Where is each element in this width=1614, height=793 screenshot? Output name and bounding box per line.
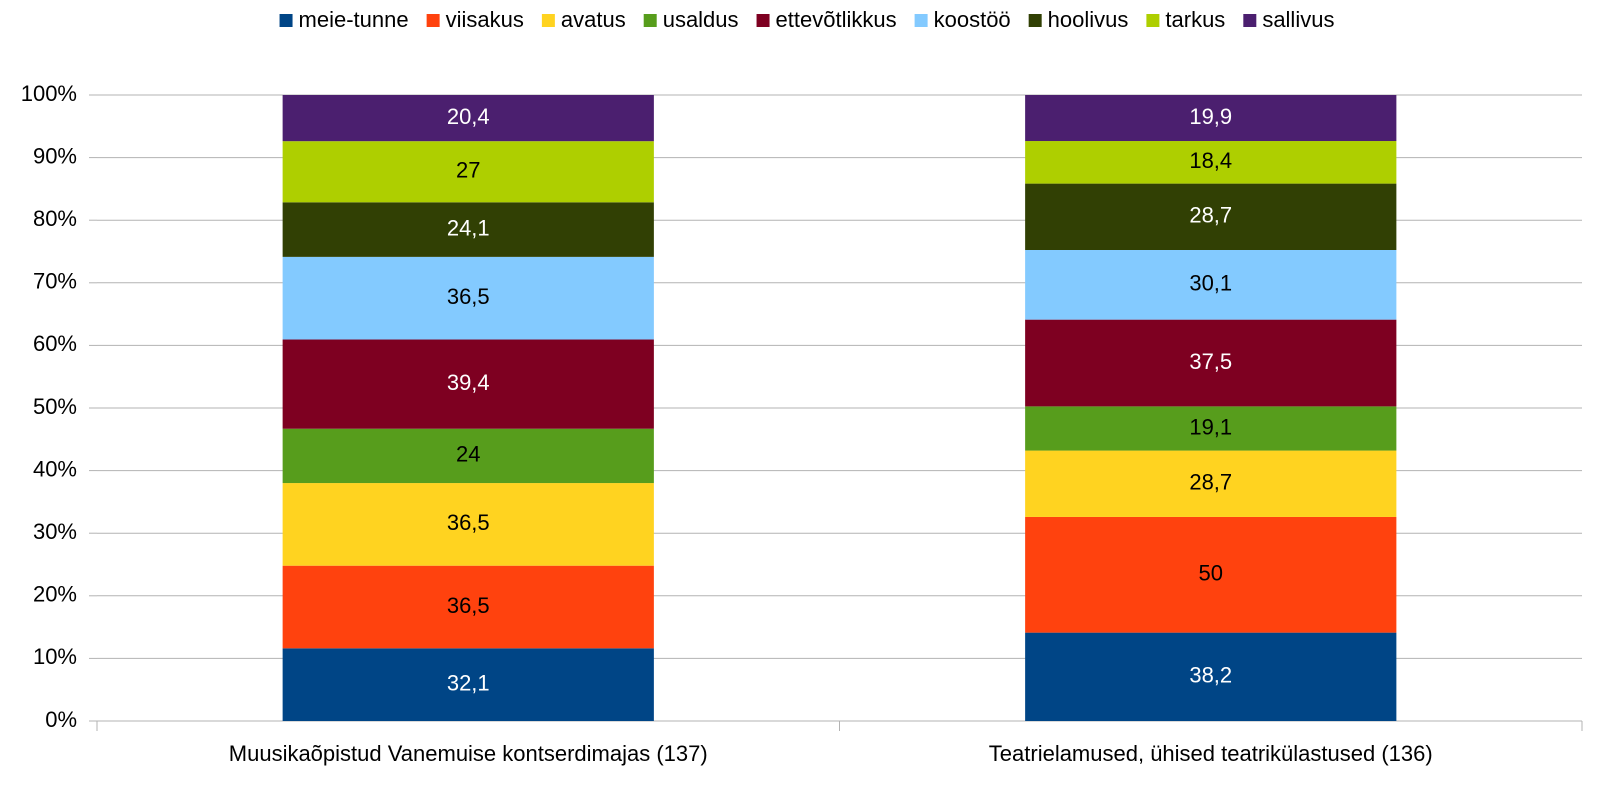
data-label: 37,5 — [1189, 349, 1232, 374]
legend-swatch — [541, 14, 555, 27]
legend-swatch — [426, 14, 440, 27]
y-tick-label: 80% — [33, 206, 77, 231]
legend-swatch — [279, 14, 293, 27]
bar-segment — [282, 256, 654, 340]
legend-label: tarkus — [1165, 7, 1225, 32]
bar-segment — [282, 428, 654, 484]
y-tick-label: 0% — [45, 707, 77, 732]
bar-segment — [1025, 450, 1397, 517]
legend-swatch — [1243, 14, 1257, 27]
data-label: 50 — [1199, 561, 1223, 586]
legend-label: hoolivus — [1048, 7, 1129, 32]
y-tick-label: 30% — [33, 519, 77, 544]
y-tick-label: 60% — [33, 331, 77, 356]
y-tick-label: 100% — [21, 81, 77, 106]
legend-label: meie-tunne — [299, 7, 409, 32]
data-label: 19,1 — [1189, 414, 1232, 439]
bar-segment — [282, 202, 654, 257]
y-tick-label: 90% — [33, 143, 77, 168]
bar-segment — [1025, 406, 1397, 451]
bar-segment — [282, 483, 654, 566]
data-label: 36,5 — [447, 593, 490, 618]
data-label: 27 — [456, 158, 480, 183]
data-label: 19,9 — [1189, 104, 1232, 129]
bar-segment — [282, 141, 654, 203]
legend-swatch — [756, 14, 770, 27]
bar-segment — [1025, 319, 1397, 407]
y-tick-label: 50% — [33, 394, 77, 419]
y-tick-label: 20% — [33, 582, 77, 607]
legend-swatch — [1146, 14, 1160, 27]
bar-segment — [1025, 141, 1397, 184]
bar-segment — [282, 95, 654, 142]
bar-segment — [1025, 516, 1397, 633]
bar-segment — [1025, 95, 1397, 142]
bar-segment — [282, 565, 654, 649]
legend-label: ettevõtlikkus — [776, 7, 897, 32]
legend-label: viisakus — [446, 7, 524, 32]
data-label: 36,5 — [447, 284, 490, 309]
data-label: 38,2 — [1189, 663, 1232, 688]
data-label: 32,1 — [447, 670, 490, 695]
x-tick-label: Teatrielamused, ühised teatrikülastused … — [989, 741, 1433, 766]
legend-label: sallivus — [1262, 7, 1334, 32]
data-label: 18,4 — [1189, 148, 1232, 173]
legend-label: avatus — [561, 7, 626, 32]
data-label: 39,4 — [447, 370, 490, 395]
data-label: 30,1 — [1189, 271, 1232, 296]
x-tick-label: Muusikaõpistud Vanemuise kontserdimajas … — [229, 741, 708, 766]
y-tick-label: 40% — [33, 456, 77, 481]
y-tick-label: 70% — [33, 269, 77, 294]
data-label: 28,7 — [1189, 203, 1232, 228]
data-label: 20,4 — [447, 104, 490, 129]
legend-swatch — [1028, 14, 1042, 27]
bar-segment — [1025, 249, 1397, 320]
legend-label: koostöö — [934, 7, 1011, 32]
data-label: 24,1 — [447, 215, 490, 240]
data-label: 24 — [456, 442, 480, 467]
bar-segment — [282, 339, 654, 429]
legend-label: usaldus — [663, 7, 739, 32]
legend-swatch — [643, 14, 657, 27]
bar-segment — [1025, 632, 1397, 721]
data-label: 36,5 — [447, 510, 490, 535]
data-label: 28,7 — [1189, 470, 1232, 495]
y-tick-label: 10% — [33, 644, 77, 669]
bar-segment — [282, 648, 654, 721]
legend-swatch — [914, 14, 928, 27]
bar-segment — [1025, 183, 1397, 250]
